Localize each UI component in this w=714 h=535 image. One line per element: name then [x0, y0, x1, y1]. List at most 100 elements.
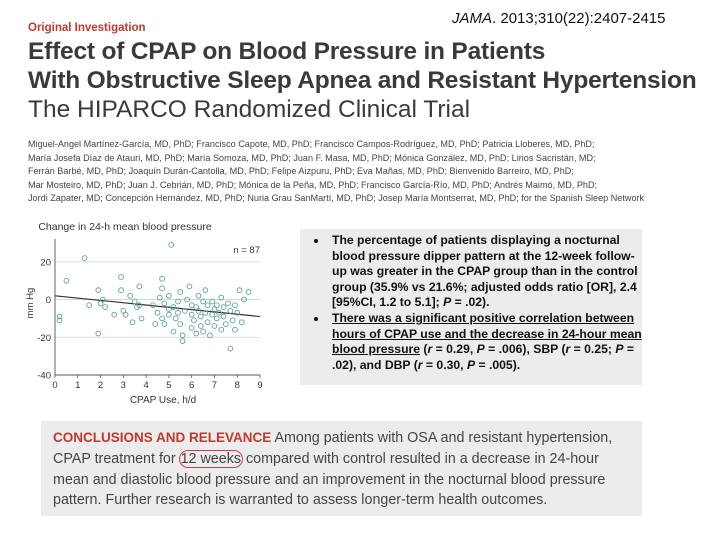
data-point [159, 285, 165, 292]
data-point [188, 302, 195, 309]
highlighted-duration: 12 weeks [178, 449, 244, 468]
data-point [138, 315, 145, 322]
x-tick-label: 8 [235, 380, 240, 391]
data-point [241, 296, 247, 303]
grid-lines [55, 261, 260, 376]
key-findings-list: The percentage of patients displaying a … [300, 233, 642, 373]
data-point [111, 311, 118, 318]
finding-item: There was a significant positive correla… [328, 311, 642, 373]
data-point [213, 302, 220, 309]
citation: JAMA. 2013;310(22):2407-2415 [452, 10, 666, 27]
x-tick-label: 0 [52, 380, 57, 391]
data-point [168, 242, 175, 248]
regression-line [54, 295, 261, 318]
finding-text: = .02), and DBP ( [332, 342, 634, 372]
data-point [211, 323, 218, 329]
finding-text: P [443, 295, 452, 310]
y-tick-label: -40 [37, 371, 51, 382]
data-point [159, 275, 165, 282]
scatter-chart: Change in 24-h mean blood pressure n = 8… [25, 221, 263, 406]
data-point [159, 315, 165, 322]
data-point [232, 302, 238, 309]
data-point [172, 315, 179, 322]
data-point [220, 313, 227, 320]
data-point [232, 326, 238, 333]
data-point [191, 317, 197, 324]
data-point [63, 277, 70, 284]
data-point [186, 283, 193, 290]
data-point [204, 302, 211, 309]
y-tick-label: -20 [37, 333, 51, 344]
data-point [161, 300, 168, 307]
data-point [220, 304, 227, 310]
data-point [95, 287, 102, 293]
data-point [245, 289, 252, 295]
data-point [209, 298, 216, 305]
x-tick-label: 5 [166, 380, 171, 391]
data-point [238, 319, 245, 326]
data-point [102, 304, 108, 310]
finding-text: There was a significant positive correla… [332, 310, 642, 357]
data-point [234, 309, 241, 316]
data-point [202, 287, 209, 293]
data-point [222, 321, 229, 327]
data-point [195, 292, 202, 299]
finding-text: P [466, 357, 476, 372]
y-axis-label: mm Hg [25, 288, 36, 319]
data-point [152, 321, 159, 327]
author-line: María Josefa Díaz de Atauri, MD, PhD; Ma… [28, 152, 596, 163]
data-point [197, 313, 204, 320]
finding-text: = 0.25; [570, 342, 616, 357]
y-tick-label: 0 [46, 295, 51, 306]
finding-text: = 0.29, [432, 342, 477, 357]
data-point [236, 287, 243, 293]
data-point [156, 294, 163, 301]
finding-text: = .02). [451, 295, 490, 310]
data-point [184, 296, 190, 303]
finding-text: P [476, 342, 485, 357]
finding-item: The percentage of patients displaying a … [328, 233, 642, 311]
data-point [170, 304, 177, 310]
finding-text: r [427, 342, 433, 357]
data-point [200, 328, 206, 335]
data-point [195, 308, 202, 314]
x-tick-label: 2 [98, 380, 103, 391]
conclusions-text-2: compared with control resulted in a decr… [53, 450, 606, 509]
data-point [216, 309, 222, 316]
data-point [161, 321, 168, 327]
data-point [136, 302, 143, 309]
data-point [81, 255, 88, 261]
data-point [188, 325, 195, 331]
tick-labels: -40 -20 0 20 0 1 2 3 4 5 6 7 8 9 [37, 257, 262, 391]
chart-title: Change in 24-h mean blood pressure [38, 221, 212, 233]
data-point [122, 311, 129, 318]
data-point [227, 345, 234, 352]
data-point [118, 274, 124, 280]
data-point [150, 302, 156, 309]
data-point [86, 302, 93, 309]
finding-text: r [565, 342, 571, 357]
x-tick-label: 6 [189, 380, 194, 391]
y-tick-label: 20 [40, 257, 51, 268]
x-tick-label: 4 [143, 380, 148, 391]
data-point [166, 292, 172, 299]
data-point [118, 287, 124, 293]
data-point [227, 308, 234, 314]
citation-details: . 2013;310(22):2407-2415 [492, 10, 666, 27]
data-point [170, 328, 177, 335]
data-points [56, 242, 252, 352]
conclusions-paragraph: CONCLUSIONS AND RELEVANCE Among patients… [53, 428, 638, 511]
finding-text: P [615, 342, 624, 357]
finding-text: The percentage of patients displaying a … [332, 233, 638, 310]
article-type-label: Original Investigation [28, 22, 146, 34]
data-point [154, 309, 161, 316]
chart-annotation: n = 87 [233, 245, 260, 256]
data-point [229, 317, 236, 324]
data-point [175, 298, 181, 305]
data-point [197, 323, 204, 329]
finding-text: = .006), SBP ( [484, 342, 566, 357]
conclusions-text-1: Among patients with OSA and resistant hy… [53, 430, 613, 467]
data-point [218, 294, 225, 301]
x-tick-label: 9 [257, 380, 262, 391]
data-point [136, 283, 143, 290]
